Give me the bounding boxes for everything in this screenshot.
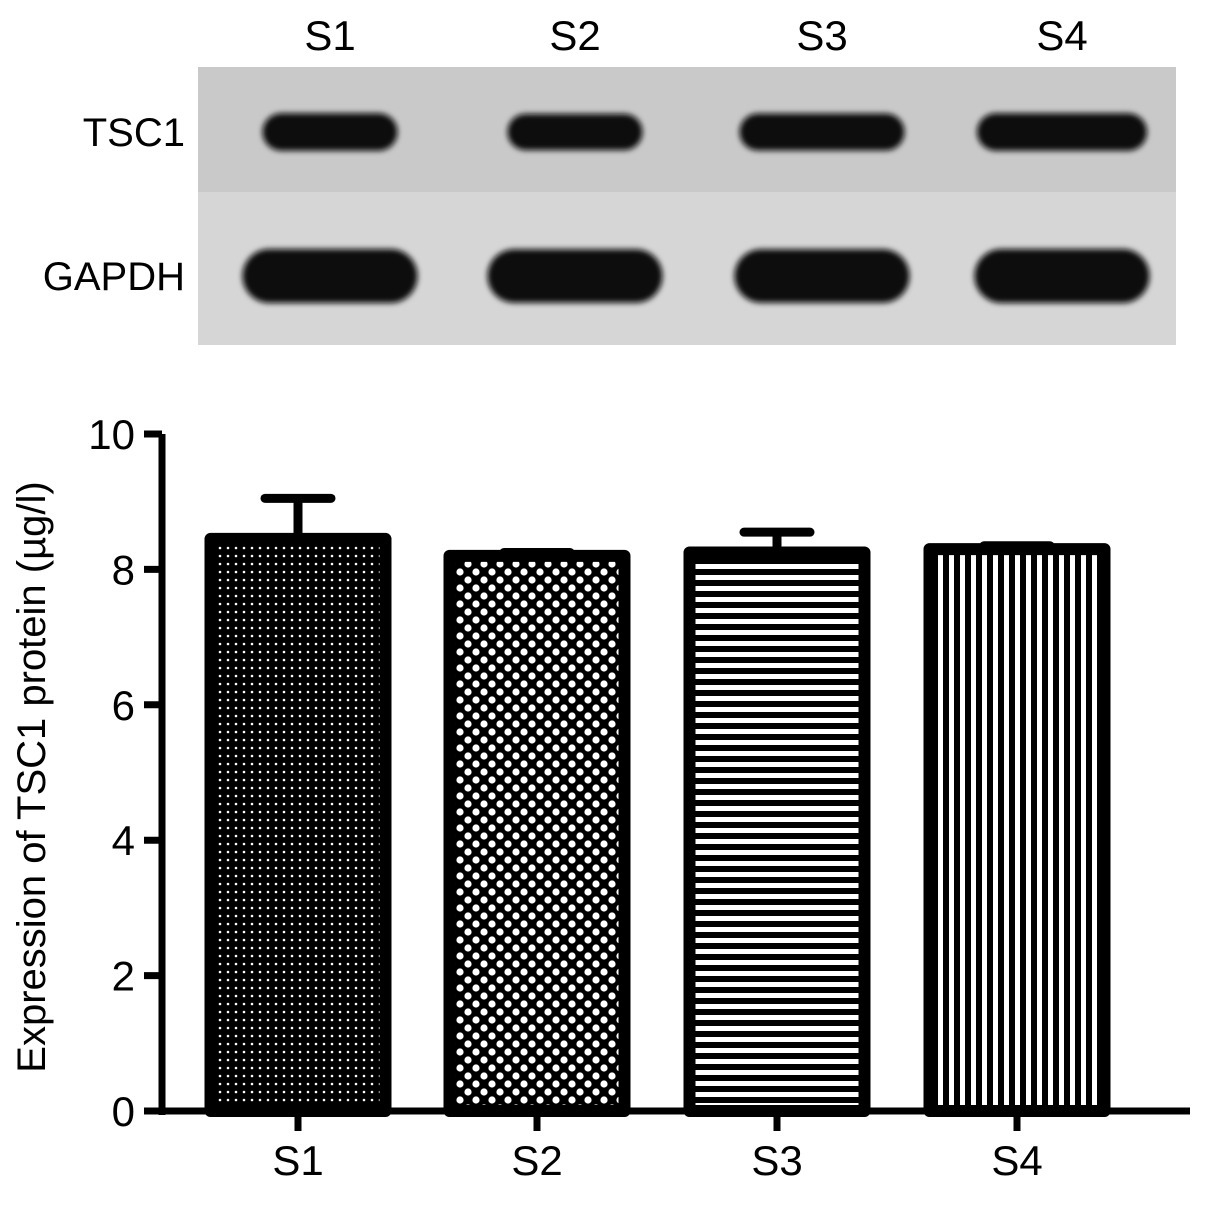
blot-lane-label-s3: S3 (796, 12, 847, 59)
error-bar-s1 (260, 493, 336, 539)
blot-lane-label-s4: S4 (1036, 12, 1087, 59)
blot-row-label: GAPDH (43, 255, 185, 299)
error-bar-s4 (979, 541, 1055, 551)
western-blot: S1 S2 S3 S4 TSC1 GAPDH (43, 12, 1176, 345)
blot-lane-label-s2: S2 (549, 12, 600, 59)
blot-lane-label-s1: S1 (304, 12, 355, 59)
blot-lane-labels: S1 S2 S3 S4 (304, 12, 1087, 59)
error-bar-s2 (499, 547, 575, 557)
x-tick-label-s1: S1 (272, 1137, 323, 1184)
bar-s2 (443, 549, 631, 1117)
blot-row-label: TSC1 (83, 111, 185, 155)
y-tick-label: 8 (112, 546, 135, 593)
bar-s3 (683, 546, 871, 1117)
x-tick-label-s4: S4 (991, 1137, 1042, 1184)
y-ticks: 0 2 4 6 8 10 (88, 411, 162, 1135)
blot-band-tsc1-s2 (507, 113, 643, 151)
y-tick-label: 2 (112, 953, 135, 1000)
blot-row-gapdh: GAPDH (43, 192, 1176, 345)
error-bar-s3 (739, 527, 815, 553)
x-tick-label-s2: S2 (511, 1137, 562, 1184)
error-bars (260, 493, 1055, 557)
y-tick-label: 10 (88, 411, 135, 458)
blot-rows: TSC1 GAPDH (43, 67, 1176, 345)
y-tick-label: 0 (112, 1088, 135, 1135)
blot-row-tsc1: TSC1 (83, 67, 1176, 192)
blot-band-gapdh-s3 (734, 249, 910, 303)
bar-s4 (923, 543, 1111, 1117)
y-tick-label: 6 (112, 682, 135, 729)
blot-band-gapdh-s4 (974, 249, 1150, 303)
blot-band-gapdh-s2 (487, 249, 663, 303)
y-tick-label: 4 (112, 817, 135, 864)
y-axis-label: Expression of TSC1 protein (µg/l) (10, 481, 54, 1072)
blot-band-tsc1-s1 (262, 113, 398, 151)
x-ticks: S1 S2 S3 S4 (272, 1111, 1043, 1184)
bar-s1 (204, 532, 392, 1117)
blot-band-tsc1-s3 (739, 113, 905, 151)
blot-band-gapdh-s1 (242, 249, 418, 303)
bars (204, 532, 1111, 1117)
x-tick-label-s3: S3 (751, 1137, 802, 1184)
bar-chart: Expression of TSC1 protein (µg/l) 0 2 4 6 8 1… (10, 411, 1190, 1184)
blot-band-tsc1-s4 (977, 113, 1147, 151)
